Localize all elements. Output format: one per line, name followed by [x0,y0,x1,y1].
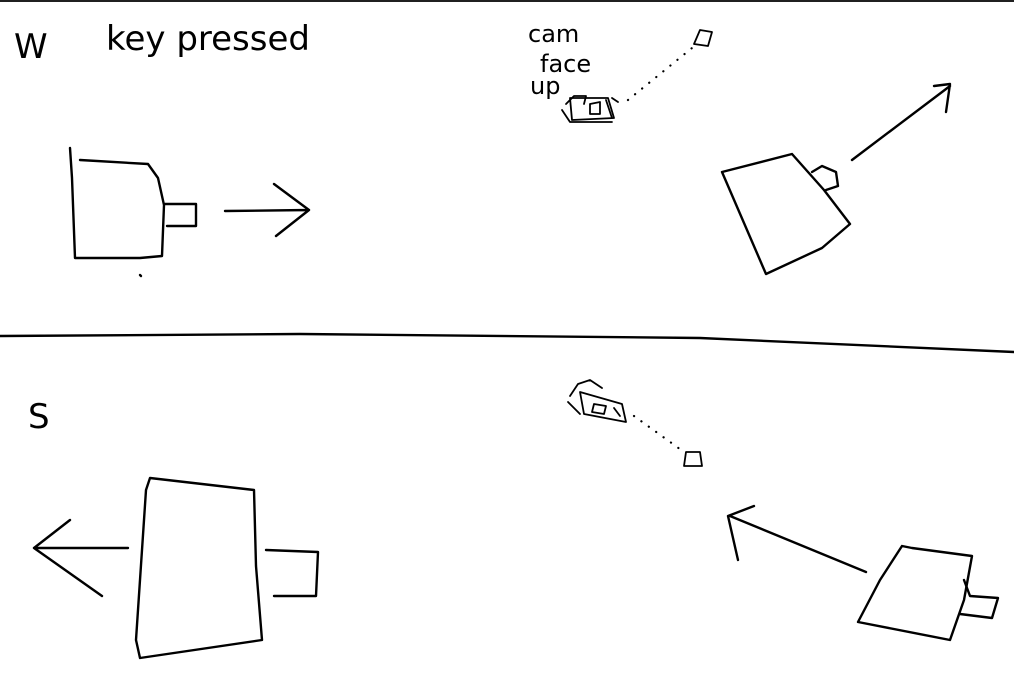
diagonal-arrow-back [726,504,868,574]
lens-target-top [693,29,713,47]
mini-camera-bottom [567,379,627,423]
camera-body-bottom-right [856,544,974,642]
cam-label-line-3: up [530,72,560,100]
cam-label-line-1: cam [528,20,579,48]
panel-separator [0,332,1014,354]
lens-target-bottom [683,451,703,467]
key-letter-s: S [28,397,50,437]
stray-dot [138,273,143,278]
backward-arrow [32,518,130,598]
camera-body-bottom-left [134,476,264,660]
camera-body-top-right [720,152,852,276]
camera-lens-top-right [810,164,840,192]
cam-label-line-2: face [540,50,591,78]
forward-arrow [223,182,311,238]
camera-lens-top-left [163,202,198,228]
mini-camera-top [561,95,619,123]
top-panel: W key pressed cam face up [14,19,952,278]
camera-body-top-left [68,146,166,260]
camera-lens-bottom-left [264,548,320,598]
diagonal-arrow-up [850,82,952,162]
bottom-panel: S [28,379,1000,660]
dotted-path-top [626,46,694,102]
key-pressed-caption: key pressed [106,19,310,59]
dotted-path-bottom [632,414,686,454]
key-letter-w: W [14,27,48,67]
camera-lens-bottom-right [958,578,1000,620]
